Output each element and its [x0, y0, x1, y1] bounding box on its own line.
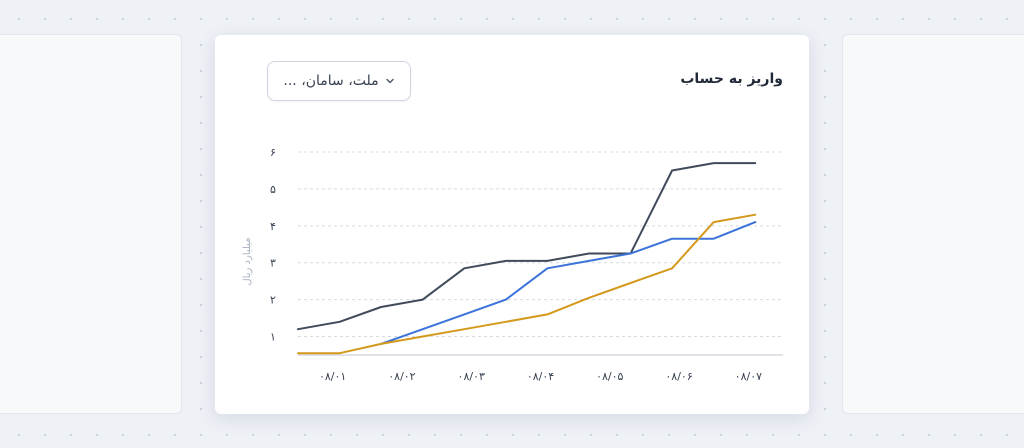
- y-tick-label-6: ۶: [270, 146, 276, 159]
- card-title: واریز به حساب: [680, 71, 783, 87]
- y-tick-label-2: ۲: [270, 294, 276, 307]
- y-tick-label-4: ۴: [270, 220, 276, 233]
- chevron-down-icon: [385, 78, 394, 84]
- series-line-3: [297, 213, 757, 355]
- grid-lines: [298, 151, 783, 338]
- y-tick-labels: ۱ ۲ ۳ ۴ ۵ ۶: [270, 146, 276, 344]
- right-side-card: [842, 34, 1024, 414]
- x-tick-label-4: ۰۸/۰۴: [527, 370, 554, 383]
- y-tick-label-5: ۵: [270, 183, 276, 196]
- series-lines: [297, 162, 757, 355]
- bank-filter-dropdown[interactable]: ملت، سامان، ...: [267, 61, 411, 101]
- series-line-1: [297, 162, 757, 331]
- x-tick-labels: ۰۸/۰۱ ۰۸/۰۲ ۰۸/۰۳ ۰۸/۰۴ ۰۸/۰۵ ۰۸/۰۶ ۰۸/۰۷: [319, 370, 762, 383]
- bank-filter-value: ملت، سامان، ...: [283, 73, 379, 89]
- left-side-card: [0, 34, 182, 414]
- series-line-2: [380, 221, 757, 345]
- x-tick-label-7: ۰۸/۰۷: [735, 370, 762, 383]
- x-tick-label-3: ۰۸/۰۳: [458, 370, 485, 383]
- x-tick-label-6: ۰۸/۰۶: [665, 370, 692, 383]
- y-axis-label: میلیارد ریال: [242, 237, 253, 285]
- x-tick-label-1: ۰۸/۰۱: [319, 370, 346, 383]
- y-tick-label-1: ۱: [270, 331, 276, 344]
- y-tick-label-3: ۳: [270, 257, 276, 270]
- deposit-chart-card: واریز به حساب ملت، سامان، ... ۱ ۲ ۳ ۴ ۵ ۶ ۰۸/…: [215, 35, 809, 414]
- x-tick-label-5: ۰۸/۰۵: [596, 370, 623, 383]
- x-tick-label-2: ۰۸/۰۲: [388, 370, 415, 383]
